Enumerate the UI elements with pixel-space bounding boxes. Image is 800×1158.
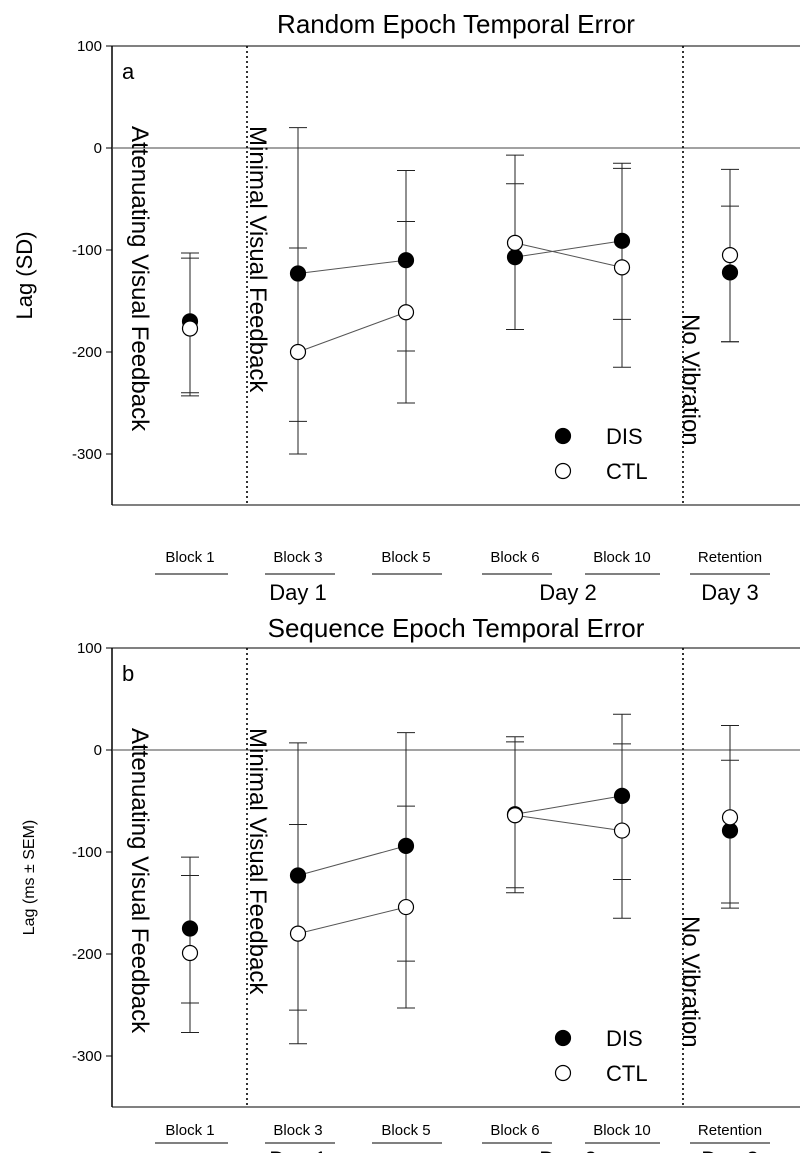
region-label: No Vibration <box>677 916 704 1048</box>
chart-panel-a: Random Epoch Temporal Error 100 0 -100 -200 -… <box>12 9 800 605</box>
legend-label-dis: DIS <box>606 1026 643 1051</box>
day-group-label: Day 3 <box>701 1147 758 1153</box>
chart-title: Random Epoch Temporal Error <box>277 9 635 39</box>
region-label: Attenuating Visual Feedback <box>126 126 153 432</box>
legend-marker-dis <box>554 1029 572 1047</box>
data-point-dis <box>506 249 524 266</box>
legend-label-dis: DIS <box>606 424 643 449</box>
data-point-ctl <box>721 247 739 264</box>
legend-marker-ctl <box>554 462 572 480</box>
category-label: Block 3 <box>273 549 322 566</box>
day-group-label: Day 1 <box>269 1147 326 1153</box>
y-axis-label: Lag (ms ± SEM) <box>21 820 38 935</box>
day-group-label: Day 3 <box>701 580 758 605</box>
data-point-dis <box>721 264 739 281</box>
day-group-label: Day 1 <box>269 580 326 605</box>
legend-label-ctl: CTL <box>606 1061 648 1086</box>
data-point-dis <box>289 265 307 282</box>
series-connector-dis <box>514 240 623 258</box>
data-point-dis <box>613 787 631 805</box>
category-label: Block 5 <box>381 549 430 566</box>
y-tick-label: -300 <box>72 446 102 463</box>
category-label: Block 6 <box>490 549 539 566</box>
category-label: Block 1 <box>165 549 214 566</box>
day-group-label: Day 2 <box>539 1147 596 1153</box>
region-label: Minimal Visual Feedback <box>244 126 271 393</box>
y-tick-label: 100 <box>77 640 102 657</box>
data-point-dis <box>289 867 307 884</box>
data-point-ctl <box>181 320 199 337</box>
data-point-dis <box>397 837 415 854</box>
series-connector-dis <box>297 845 407 876</box>
chart-title: Sequence Epoch Temporal Error <box>268 613 645 643</box>
panel-label: b <box>122 661 134 686</box>
series-connector-ctl <box>514 242 623 268</box>
y-tick-label: 0 <box>94 140 102 157</box>
day-group-label: Day 2 <box>539 580 596 605</box>
data-point-ctl <box>397 898 415 916</box>
legend-marker-dis <box>554 427 572 445</box>
data-point-ctl <box>181 944 199 962</box>
y-tick-label: -200 <box>72 946 102 963</box>
region-label: Attenuating Visual Feedback <box>126 728 153 1034</box>
series-connector-ctl <box>297 906 407 935</box>
category-label: Block 10 <box>593 549 651 566</box>
data-point-ctl <box>289 343 307 361</box>
category-label: Block 5 <box>381 1122 430 1139</box>
y-tick-label: -100 <box>72 844 102 861</box>
y-tick-label: 0 <box>94 742 102 759</box>
y-axis-label: Lag (SD) <box>12 231 37 319</box>
category-label: Block 10 <box>593 1122 651 1139</box>
data-point-ctl <box>613 259 631 276</box>
data-point-ctl <box>721 809 739 826</box>
y-tick-label: 100 <box>77 38 102 55</box>
chart-panel-b: Sequence Epoch Temporal Error 100 0 -100 -20… <box>21 613 800 1158</box>
series-connector-dis <box>514 795 623 815</box>
data-point-ctl <box>506 807 524 824</box>
category-label: Retention <box>698 1122 762 1139</box>
category-label: Block 3 <box>273 1122 322 1139</box>
region-label: Minimal Visual Feedback <box>244 728 271 995</box>
panel-label: a <box>122 59 135 84</box>
data-point-dis <box>397 252 415 269</box>
legend-label-ctl: CTL <box>606 459 648 484</box>
legend-marker-ctl <box>554 1064 572 1082</box>
series-connector-dis <box>297 259 407 274</box>
data-point-ctl <box>289 925 307 942</box>
series-connector-ctl <box>514 814 623 832</box>
data-point-dis <box>181 920 199 937</box>
y-tick-label: -200 <box>72 344 102 361</box>
category-label: Block 6 <box>490 1122 539 1139</box>
region-label: No Vibration <box>677 314 704 446</box>
y-tick-label: -100 <box>72 242 102 259</box>
category-label: Block 1 <box>165 1122 214 1139</box>
data-point-ctl <box>506 234 524 251</box>
data-point-ctl <box>397 304 415 321</box>
y-tick-label: -300 <box>72 1048 102 1065</box>
data-point-ctl <box>613 822 631 839</box>
category-label: Retention <box>698 549 762 566</box>
series-connector-ctl <box>297 311 407 353</box>
data-point-dis <box>613 232 631 249</box>
